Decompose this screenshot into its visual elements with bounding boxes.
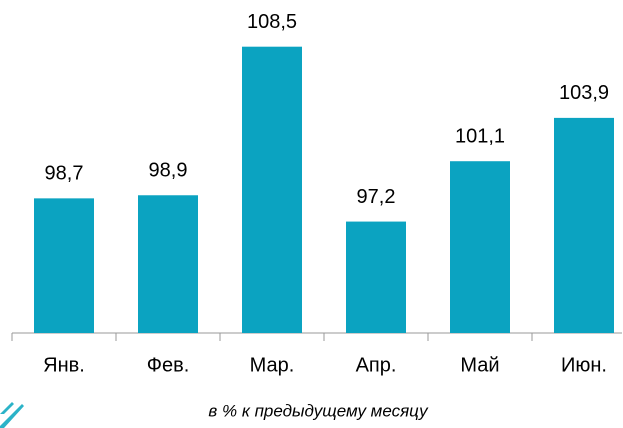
- data-label: 97,2: [357, 186, 396, 208]
- x-tick-label: Фев.: [147, 354, 190, 376]
- data-label: 98,9: [149, 160, 188, 182]
- bar: [242, 46, 302, 333]
- bar: [346, 221, 406, 333]
- chart-subtitle: в % к предыдущему месяцу: [208, 401, 429, 420]
- bar: [138, 195, 198, 333]
- corner-decoration: [0, 402, 24, 428]
- x-tick-label: Май: [460, 354, 499, 376]
- data-label: 103,9: [559, 82, 609, 104]
- x-tick-label: Апр.: [356, 354, 397, 376]
- x-tick-label: Мар.: [250, 354, 295, 376]
- data-label: 101,1: [455, 125, 505, 147]
- bar: [554, 117, 614, 333]
- bar: [34, 198, 94, 333]
- data-label: 108,5: [247, 11, 297, 33]
- x-tick-label: Янв.: [43, 354, 85, 376]
- bar: [450, 161, 510, 333]
- data-label: 98,7: [45, 163, 84, 185]
- x-tick-label: Июн.: [561, 354, 607, 376]
